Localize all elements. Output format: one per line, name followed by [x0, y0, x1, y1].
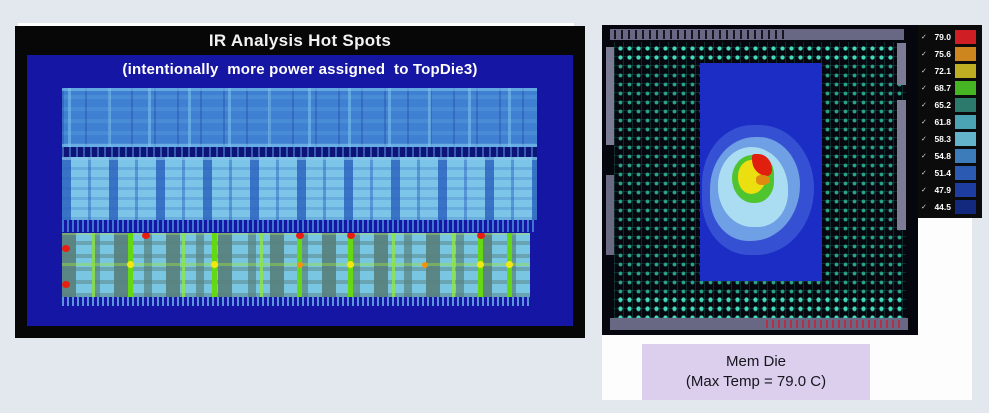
- legend-color-swatch: [955, 46, 976, 61]
- hotspot-yellow: [347, 261, 354, 268]
- green-stripe: [182, 233, 185, 297]
- legend-color-swatch: [955, 148, 976, 163]
- package-top-bar-ticks: [614, 30, 785, 39]
- legend-value: 61.8: [934, 116, 951, 127]
- heatmap-band-middle: [62, 157, 537, 220]
- mem-die-thermal-map: [700, 63, 822, 281]
- legend-color-swatch: [955, 199, 976, 214]
- legend-value: 47.9: [934, 184, 951, 195]
- legend-value: 68.7: [934, 82, 951, 93]
- legend-value: 58.3: [934, 133, 951, 144]
- hotspot-yellow: [477, 261, 484, 268]
- green-stripe: [452, 233, 455, 297]
- mem-die-caption-line1: Mem Die: [725, 352, 786, 370]
- green-stripe: [260, 233, 263, 297]
- hotspot-yellow: [211, 261, 218, 268]
- legend-value: 75.6: [934, 48, 951, 59]
- hotspot-red: [296, 233, 304, 239]
- legend-color-swatch: [955, 80, 976, 95]
- check-icon[interactable]: ✓: [921, 169, 927, 177]
- legend-row: ✓ 61.8: [918, 113, 982, 130]
- bump-row-bright-top: [614, 42, 906, 62]
- check-icon[interactable]: ✓: [921, 50, 927, 58]
- band-separator-ticks: [62, 147, 537, 157]
- legend-row: ✓ 75.6: [918, 45, 982, 62]
- band-middle-ticks: [62, 220, 537, 232]
- hotspot-yellow: [127, 261, 134, 268]
- legend-color-swatch: [955, 29, 976, 44]
- legend-color-swatch: [955, 97, 976, 112]
- legend-row: ✓ 65.2: [918, 96, 982, 113]
- legend-value: 65.2: [934, 99, 951, 110]
- legend-value: 44.5: [934, 201, 951, 212]
- check-icon[interactable]: ✓: [921, 118, 927, 126]
- legend-row: ✓ 72.1: [918, 62, 982, 79]
- thermal-peak-red: [752, 154, 772, 176]
- legend-value: 79.0: [934, 31, 951, 42]
- legend-value: 54.8: [934, 150, 951, 161]
- check-icon[interactable]: ✓: [921, 135, 927, 143]
- legend-row: ✓ 54.8: [918, 147, 982, 164]
- legend-value: 72.1: [934, 65, 951, 76]
- legend-color-swatch: [955, 63, 976, 78]
- legend-color-swatch: [955, 114, 976, 129]
- package-layout-view: [602, 25, 918, 335]
- hotspot-red: [477, 233, 485, 239]
- legend-row: ✓ 44.5: [918, 198, 982, 215]
- legend-color-swatch: [955, 165, 976, 180]
- legend-row: ✓ 58.3: [918, 130, 982, 147]
- legend-row: ✓ 51.4: [918, 164, 982, 181]
- band-bottom-ticks: [62, 297, 530, 306]
- legend-color-swatch: [955, 182, 976, 197]
- mem-die-caption-line2: (Max Temp = 79.0 C): [685, 373, 827, 390]
- heatmap-band-top: [62, 88, 537, 147]
- legend-row: ✓ 79.0: [918, 28, 982, 45]
- temperature-legend: ✓ 79.0 ✓ 75.6 ✓ 72.1 ✓ 68.7 ✓ 65.2 ✓ 61.8 ✓ 58.3 ✓ 54.8…: [918, 25, 982, 218]
- check-icon[interactable]: ✓: [921, 186, 927, 194]
- green-connector-line: [62, 263, 530, 266]
- legend-value: 51.4: [934, 167, 951, 178]
- heatmap-band-bottom-hotspots: [62, 233, 530, 297]
- hotspot-red: [62, 281, 70, 288]
- package-right-bar: [897, 43, 906, 85]
- check-icon[interactable]: ✓: [921, 84, 927, 92]
- check-icon[interactable]: ✓: [921, 203, 927, 211]
- check-icon[interactable]: ✓: [921, 101, 927, 109]
- bump-row-bright-bottom: [614, 293, 906, 318]
- check-icon[interactable]: ✓: [921, 152, 927, 160]
- green-stripe: [92, 233, 95, 297]
- check-icon[interactable]: ✓: [921, 67, 927, 75]
- package-left-bar: [606, 175, 614, 255]
- hotspot-orange: [297, 262, 303, 268]
- green-stripe: [392, 233, 395, 297]
- ir-analysis-panel: IR Analysis Hot Spots (intentionally mor…: [15, 26, 585, 338]
- hotspot-red: [142, 233, 150, 239]
- thermal-contour-orange: [756, 175, 770, 185]
- legend-row: ✓ 47.9: [918, 181, 982, 198]
- ir-panel-title: IR Analysis Hot Spots: [208, 31, 392, 50]
- hotspot-orange: [422, 262, 428, 268]
- mem-die-caption: Mem Die (Max Temp = 79.0 C): [642, 344, 870, 400]
- package-top-bar: [610, 29, 904, 40]
- hotspot-yellow: [506, 261, 513, 268]
- package-left-bar: [606, 47, 614, 145]
- ir-heatmap-canvas: (intentionally more power assigned to To…: [27, 55, 573, 326]
- package-bottom-bar: [610, 318, 908, 330]
- package-right-bar: [897, 100, 906, 230]
- left-panel-top-strip: [18, 23, 574, 26]
- package-bottom-bar-ticks: [765, 320, 900, 328]
- check-icon[interactable]: ✓: [921, 33, 927, 41]
- legend-color-swatch: [955, 131, 976, 146]
- hotspot-red: [347, 233, 355, 239]
- ir-panel-subtitle: (intentionally more power assigned to To…: [122, 61, 478, 78]
- hotspot-red: [62, 245, 70, 252]
- legend-row: ✓ 68.7: [918, 79, 982, 96]
